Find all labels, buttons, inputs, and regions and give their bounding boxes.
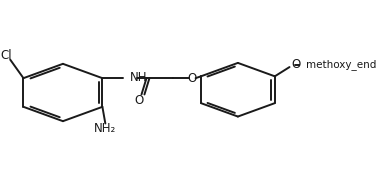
Text: NH₂: NH₂ — [94, 122, 117, 135]
Text: O: O — [188, 72, 197, 85]
Text: Cl: Cl — [0, 48, 12, 62]
Text: methoxy_end: methoxy_end — [306, 59, 376, 70]
Text: O: O — [134, 94, 143, 107]
Text: O: O — [291, 58, 301, 71]
Text: NH: NH — [130, 71, 148, 84]
